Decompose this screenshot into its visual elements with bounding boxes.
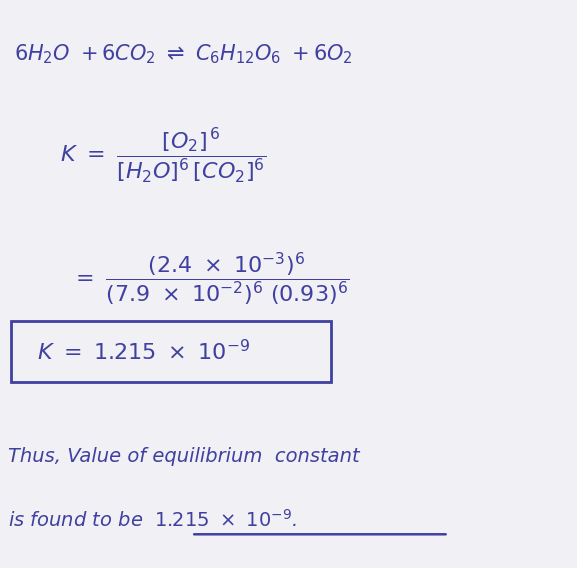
- Text: $=\ \dfrac{(2.4\ \times\ 10^{-3})^6}{(7.9\ \times\ 10^{-2})^6\ (0.93)^6}$: $=\ \dfrac{(2.4\ \times\ 10^{-3})^6}{(7.…: [72, 250, 350, 308]
- FancyBboxPatch shape: [12, 320, 331, 382]
- Text: $K\ =\ 1.215\ \times\ 10^{-9}$: $K\ =\ 1.215\ \times\ 10^{-9}$: [37, 339, 250, 364]
- Text: is found to be  $1.215\ \times\ 10^{-9}$.: is found to be $1.215\ \times\ 10^{-9}$.: [9, 509, 298, 531]
- Text: $6H_2O\ +6CO_2\ \rightleftharpoons\ C_6H_{12}O_6\ +6O_2$: $6H_2O\ +6CO_2\ \rightleftharpoons\ C_6H…: [14, 42, 353, 66]
- Text: $K\ =\ \dfrac{[O_2]^{\,6}}{[H_2O]^6\,[CO_2]^6}$: $K\ =\ \dfrac{[O_2]^{\,6}}{[H_2O]^6\,[CO…: [60, 127, 267, 186]
- Text: Thus, Value of equilibrium  constant: Thus, Value of equilibrium constant: [9, 447, 360, 466]
